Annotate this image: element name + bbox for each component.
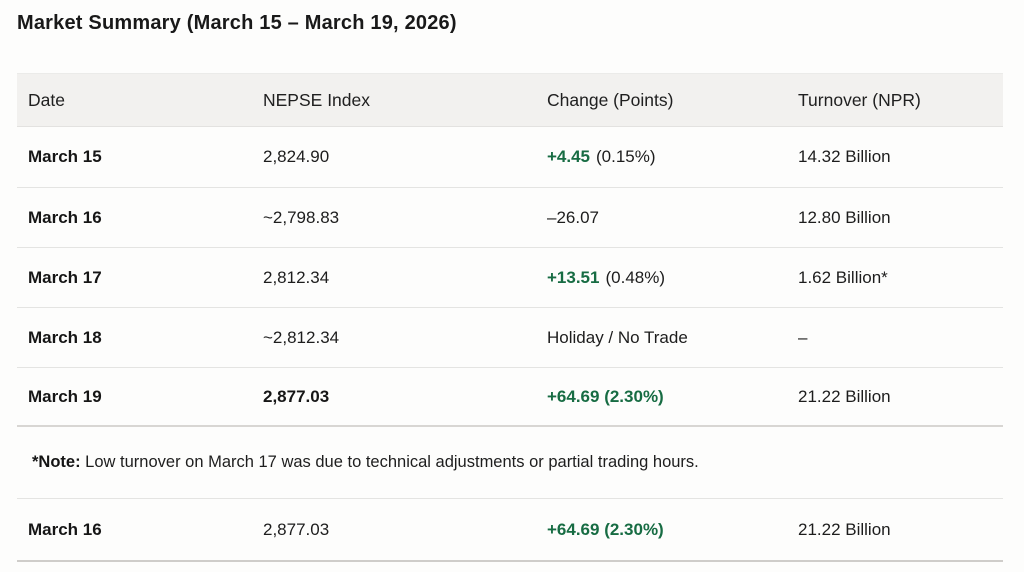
cell-change: +13.51 (0.48%) [536,268,787,288]
table-header-row: Date NEPSE Index Change (Points) Turnove… [17,73,1003,127]
market-summary-table: Date NEPSE Index Change (Points) Turnove… [17,73,1003,562]
table-row: March 16 ~2,798.83 –26.07 12.80 Billion [17,187,1003,247]
table-note-row: *Note: Low turnover on March 17 was due … [17,425,1003,498]
cell-index: ~2,812.34 [263,327,340,347]
cell-date: March 19 [28,386,102,406]
cell-date: March 18 [28,327,102,347]
change-value: +64.69 (2.30%) [547,519,664,539]
note-body: Low turnover on March 17 was due to tech… [80,453,699,471]
cell-date: March 16 [28,207,102,227]
table-row: March 18 ~2,812.34 Holiday / No Trade – [17,307,1003,367]
column-header-turnover: Turnover (NPR) [798,89,921,110]
change-percent: (0.48%) [605,267,666,287]
change-value: +13.51 [547,267,600,287]
cell-turnover: 14.32 Billion [798,147,891,166]
cell-index: 2,877.03 [263,519,330,539]
column-header-change: Change (Points) [547,89,674,110]
cell-change: +64.69 (2.30%) [536,387,787,407]
cell-turnover: 1.62 Billion* [798,267,888,287]
table-footer-row: March 16 2,877.03 +64.69 (2.30%) 21.22 B… [17,498,1003,562]
cell-index: 2,824.90 [263,147,330,166]
cell-turnover: 21.22 Billion [798,519,891,539]
note-text: *Note: Low turnover on March 17 was due … [21,453,699,472]
cell-index: 2,877.03 [263,386,330,406]
cell-change: +4.45 (0.15%) [536,147,787,167]
cell-change: –26.07 [536,208,787,228]
change-value: +4.45 [547,147,591,166]
table-row: March 17 2,812.34 +13.51 (0.48%) 1.62 Bil… [17,247,1003,307]
change-value: Holiday / No Trade [547,327,688,347]
column-header-index: NEPSE Index [263,89,370,110]
cell-change: Holiday / No Trade [536,328,787,348]
page-title: Market Summary (March 15 – March 19, 202… [17,12,457,34]
change-value: –26.07 [547,207,599,227]
change-percent: (0.15%) [596,147,656,166]
table-row: March 19 2,877.03 +64.69 (2.30%) 21.22 B… [17,367,1003,425]
cell-date: March 16 [28,519,102,539]
cell-change: +64.69 (2.30%) [536,520,787,540]
cell-index: 2,812.34 [263,267,330,287]
cell-date: March 17 [28,267,102,287]
note-label: *Note: [32,453,81,471]
cell-date: March 15 [28,147,102,166]
cell-turnover: 21.22 Billion [798,386,891,406]
cell-index: ~2,798.83 [263,207,340,227]
table-row: March 15 2,824.90 +4.45 (0.15%) 14.32 Bil… [17,127,1003,187]
cell-turnover: 12.80 Billion [798,207,891,227]
cell-turnover: – [798,327,808,347]
change-value: +64.69 (2.30%) [547,386,664,406]
column-header-date: Date [28,89,65,110]
